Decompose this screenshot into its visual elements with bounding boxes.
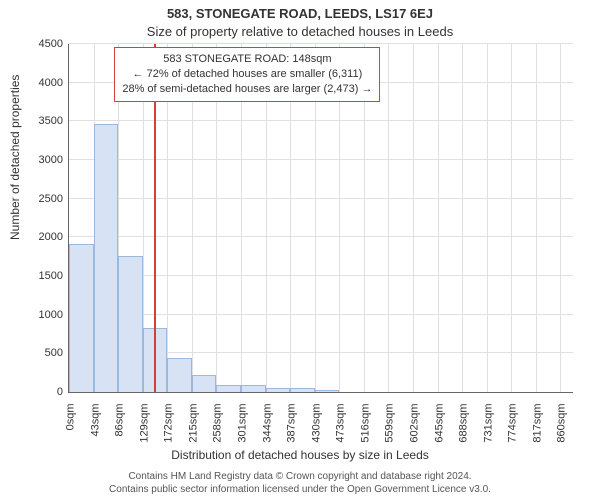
y-tick-label: 3500 xyxy=(39,115,69,127)
x-tick-label: 688sqm xyxy=(455,400,470,443)
y-tick-label: 1500 xyxy=(39,270,69,282)
x-tick-label: 172sqm xyxy=(160,400,175,443)
histogram-bar xyxy=(266,388,291,392)
gridline-vertical xyxy=(462,44,463,392)
histogram-bar xyxy=(69,244,94,392)
histogram-bar xyxy=(192,375,217,392)
gridline-horizontal xyxy=(69,275,573,276)
gridline-horizontal xyxy=(69,198,573,199)
y-tick-label: 4500 xyxy=(39,38,69,50)
x-tick-label: 430sqm xyxy=(307,400,322,443)
x-axis-label: Distribution of detached houses by size … xyxy=(0,448,600,462)
histogram-bar xyxy=(241,385,266,392)
footnote: Contains HM Land Registry data © Crown c… xyxy=(0,471,600,496)
x-tick-label: 645sqm xyxy=(430,400,445,443)
y-axis-label: Number of detached properties xyxy=(8,75,22,240)
x-tick-label: 387sqm xyxy=(283,400,298,443)
gridline-vertical xyxy=(388,44,389,392)
x-tick-label: 301sqm xyxy=(234,400,249,443)
histogram-bar xyxy=(94,124,119,392)
histogram-bar xyxy=(315,390,340,392)
x-tick-label: 258sqm xyxy=(209,400,224,443)
x-tick-label: 129sqm xyxy=(135,400,150,443)
annotation-line-1: 583 STONEGATE ROAD: 148sqm xyxy=(122,52,372,67)
y-tick-label: 3000 xyxy=(39,154,69,166)
gridline-vertical xyxy=(438,44,439,392)
x-tick-label: 516sqm xyxy=(356,400,371,443)
gridline-vertical xyxy=(536,44,537,392)
gridline-horizontal xyxy=(69,236,573,237)
gridline-horizontal xyxy=(69,159,573,160)
gridline-vertical xyxy=(487,44,488,392)
x-tick-label: 817sqm xyxy=(528,400,543,443)
histogram-bar xyxy=(167,358,192,392)
y-tick-label: 2500 xyxy=(39,193,69,205)
histogram-bar xyxy=(290,388,315,392)
chart-title: 583, STONEGATE ROAD, LEEDS, LS17 6EJ xyxy=(0,6,600,21)
x-tick-label: 86sqm xyxy=(111,400,126,437)
x-tick-label: 602sqm xyxy=(406,400,421,443)
gridline-vertical xyxy=(560,44,561,392)
annotation-box: 583 STONEGATE ROAD: 148sqm← 72% of detac… xyxy=(114,47,380,102)
gridline-horizontal xyxy=(69,120,573,121)
x-tick-label: 473sqm xyxy=(332,400,347,443)
chart-container: 583, STONEGATE ROAD, LEEDS, LS17 6EJ Siz… xyxy=(0,0,600,500)
histogram-bar xyxy=(118,256,143,392)
x-tick-label: 0sqm xyxy=(62,400,77,431)
gridline-horizontal xyxy=(69,314,573,315)
footnote-line-2: Contains public sector information licen… xyxy=(0,484,600,497)
y-tick-label: 500 xyxy=(45,347,69,359)
x-tick-label: 344sqm xyxy=(258,400,273,443)
x-tick-label: 774sqm xyxy=(504,400,519,443)
gridline-horizontal xyxy=(69,43,573,44)
x-tick-label: 860sqm xyxy=(553,400,568,443)
histogram-bar xyxy=(216,385,241,392)
plot-area: 0500100015002000250030003500400045000sqm… xyxy=(68,44,573,393)
chart-subtitle: Size of property relative to detached ho… xyxy=(0,24,600,39)
annotation-line-3: 28% of semi-detached houses are larger (… xyxy=(122,82,372,97)
x-tick-label: 731sqm xyxy=(479,400,494,443)
x-tick-label: 43sqm xyxy=(86,400,101,437)
y-tick-label: 4000 xyxy=(39,77,69,89)
annotation-line-2: ← 72% of detached houses are smaller (6,… xyxy=(122,67,372,82)
gridline-vertical xyxy=(413,44,414,392)
gridline-vertical xyxy=(511,44,512,392)
x-tick-label: 215sqm xyxy=(184,400,199,443)
y-tick-label: 2000 xyxy=(39,231,69,243)
x-tick-label: 559sqm xyxy=(381,400,396,443)
footnote-line-1: Contains HM Land Registry data © Crown c… xyxy=(0,471,600,484)
y-tick-label: 1000 xyxy=(39,309,69,321)
y-tick-label: 0 xyxy=(57,386,69,398)
